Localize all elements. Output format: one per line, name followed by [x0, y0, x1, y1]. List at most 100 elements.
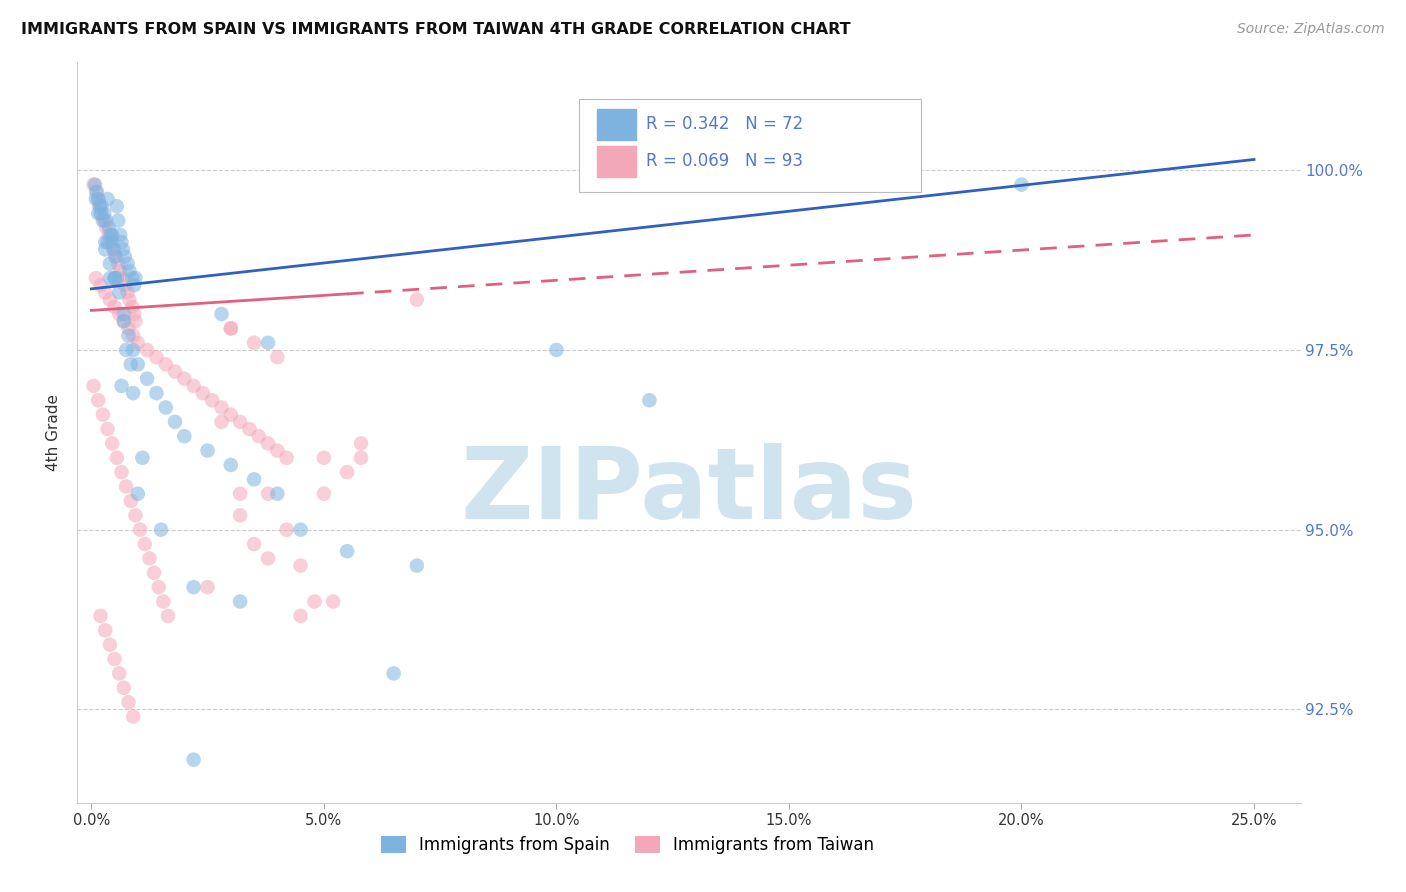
- Point: [84, 185, 107, 199]
- Point: [350, 450, 373, 465]
- Point: [197, 580, 219, 594]
- Point: [150, 523, 173, 537]
- Point: [243, 537, 266, 551]
- Point: [143, 566, 166, 580]
- Point: [266, 486, 288, 500]
- Point: [103, 271, 125, 285]
- Point: [117, 285, 139, 300]
- Point: [219, 321, 242, 335]
- Point: [129, 523, 152, 537]
- Point: [112, 681, 135, 695]
- Point: [86, 185, 108, 199]
- Point: [89, 199, 111, 213]
- Point: [84, 192, 107, 206]
- Point: [148, 580, 170, 594]
- Point: [257, 436, 280, 450]
- Point: [120, 494, 142, 508]
- Point: [107, 213, 129, 227]
- Point: [97, 227, 120, 242]
- Point: [138, 551, 160, 566]
- Point: [219, 458, 242, 472]
- Point: [97, 220, 120, 235]
- Point: [229, 486, 252, 500]
- Point: [112, 307, 135, 321]
- Point: [322, 594, 344, 608]
- Point: [122, 307, 145, 321]
- Point: [111, 271, 134, 285]
- Point: [405, 558, 427, 573]
- Point: [103, 652, 125, 666]
- Point: [112, 314, 135, 328]
- Point: [124, 508, 146, 523]
- Point: [155, 357, 177, 371]
- Point: [122, 386, 145, 401]
- Point: [127, 335, 149, 350]
- Point: [100, 227, 122, 242]
- Point: [163, 365, 186, 379]
- Point: [97, 235, 120, 249]
- Point: [350, 436, 373, 450]
- Point: [103, 243, 125, 257]
- Point: [312, 450, 335, 465]
- Point: [115, 343, 138, 357]
- Point: [105, 450, 128, 465]
- Text: ZIPatlas: ZIPatlas: [461, 443, 917, 541]
- Point: [97, 192, 120, 206]
- Point: [91, 213, 114, 227]
- Point: [211, 415, 233, 429]
- Point: [211, 401, 233, 415]
- Point: [145, 350, 167, 364]
- FancyBboxPatch shape: [579, 99, 921, 192]
- Point: [124, 314, 146, 328]
- Point: [94, 243, 117, 257]
- Point: [290, 558, 312, 573]
- Point: [163, 415, 186, 429]
- Point: [211, 307, 233, 321]
- Point: [87, 192, 110, 206]
- Point: [96, 220, 118, 235]
- Point: [122, 278, 145, 293]
- Point: [122, 709, 145, 723]
- Point: [97, 422, 120, 436]
- Point: [96, 213, 118, 227]
- Point: [108, 227, 131, 242]
- Point: [110, 465, 132, 479]
- Y-axis label: 4th Grade: 4th Grade: [46, 394, 62, 471]
- Point: [105, 271, 128, 285]
- Point: [90, 608, 112, 623]
- Point: [152, 594, 174, 608]
- Point: [118, 293, 141, 307]
- Point: [100, 235, 122, 249]
- Point: [112, 314, 135, 328]
- Point: [90, 206, 112, 220]
- Point: [247, 429, 270, 443]
- Point: [183, 580, 205, 594]
- Point: [219, 408, 242, 422]
- Point: [290, 608, 312, 623]
- Text: Source: ZipAtlas.com: Source: ZipAtlas.com: [1237, 22, 1385, 37]
- Text: IMMIGRANTS FROM SPAIN VS IMMIGRANTS FROM TAIWAN 4TH GRADE CORRELATION CHART: IMMIGRANTS FROM SPAIN VS IMMIGRANTS FROM…: [21, 22, 851, 37]
- Point: [87, 206, 110, 220]
- Text: R = 0.069   N = 93: R = 0.069 N = 93: [647, 152, 803, 169]
- Point: [382, 666, 405, 681]
- Point: [546, 343, 568, 357]
- Point: [98, 257, 121, 271]
- Point: [201, 393, 224, 408]
- Point: [145, 386, 167, 401]
- Point: [117, 695, 139, 709]
- Point: [94, 235, 117, 249]
- Point: [90, 278, 112, 293]
- Point: [120, 357, 142, 371]
- Point: [84, 178, 107, 192]
- Point: [266, 443, 288, 458]
- Point: [243, 472, 266, 486]
- Point: [229, 508, 252, 523]
- Point: [93, 206, 115, 220]
- Point: [105, 199, 128, 213]
- Point: [107, 257, 129, 271]
- Point: [276, 523, 298, 537]
- Point: [98, 638, 121, 652]
- Point: [134, 537, 156, 551]
- Point: [197, 443, 219, 458]
- Point: [1011, 178, 1033, 192]
